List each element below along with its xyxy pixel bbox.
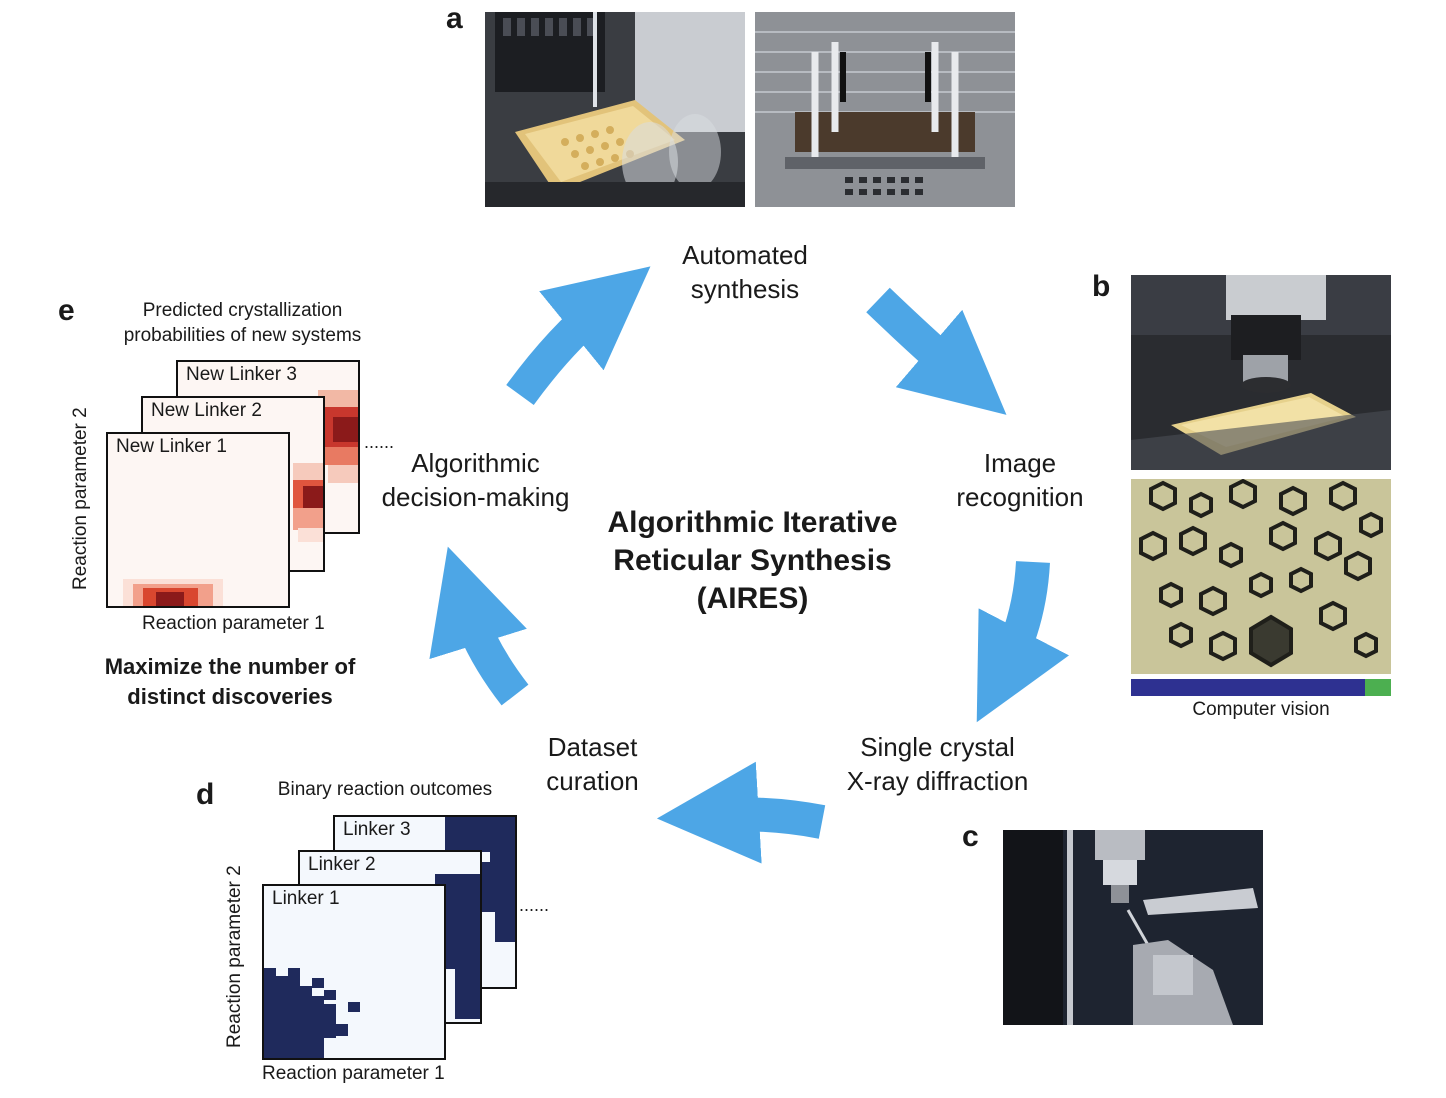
step-label-line: synthesis	[690, 274, 800, 304]
microscope-photo	[1131, 275, 1391, 470]
step-label-line: recognition	[956, 482, 1084, 512]
computer-vision-caption: Computer vision	[1192, 699, 1330, 720]
panel-e-ylabel: Reaction parameter 2	[70, 407, 91, 590]
panel-d-ylabel: Reaction parameter 2	[224, 865, 245, 1048]
panel-e-ellipsis: ......	[364, 432, 395, 452]
linker-2-outcome-cells	[435, 874, 480, 1019]
step-label-line: Image	[983, 448, 1057, 478]
linker-3-label: Linker 3	[343, 819, 411, 840]
step-label-line: Dataset	[547, 732, 638, 762]
panel-e-objective-note: Maximize the number of distinct discover…	[70, 652, 390, 712]
new-linker-2-label: New Linker 2	[151, 400, 262, 421]
crystal-micrograph	[1131, 479, 1391, 674]
arrow-recognition-to-scxrd	[976, 560, 1070, 723]
oven-clamp-photo	[755, 12, 1015, 207]
panel-letter-d: d	[196, 778, 215, 811]
new-linker-1-heatmap	[123, 579, 223, 606]
panel-e-xlabel: Reaction parameter 1	[142, 613, 325, 634]
panel-e-title-line: probabilities of new systems	[123, 325, 362, 346]
step-image-recognition: Image recognition	[935, 446, 1105, 514]
center-title-line: Reticular Synthesis	[613, 544, 892, 577]
objective-note-line: Maximize the number of	[104, 654, 356, 679]
diffractometer-photo	[1003, 830, 1263, 1025]
step-algorithmic-decision-making: Algorithmic decision-making	[368, 446, 583, 514]
linker-1-label: Linker 1	[272, 888, 340, 909]
arrow-decision-to-synthesis	[506, 266, 651, 406]
center-title-line: Algorithmic Iterative	[607, 506, 898, 539]
objective-note-line: distinct discoveries	[127, 684, 333, 709]
step-label-line: decision-making	[381, 482, 570, 512]
step-single-crystal-xrd: Single crystal X-ray diffraction	[825, 730, 1050, 798]
new-linker-3-heatmap	[318, 390, 358, 483]
panel-letter-e: e	[58, 294, 75, 327]
new-linker-1-grid: New Linker 1	[106, 432, 290, 608]
arrow-scxrd-to-curation	[656, 761, 826, 864]
linker-1-grid: Linker 1	[262, 884, 446, 1060]
panel-d-ellipsis: ......	[519, 895, 550, 915]
new-linker-1-label: New Linker 1	[116, 436, 227, 457]
panel-letter-b: b	[1092, 270, 1111, 303]
step-label-line: Algorithmic	[411, 448, 540, 478]
panel-d-xlabel: Reaction parameter 1	[262, 1063, 445, 1084]
panel-e-title: Predicted crystallization probabilities …	[100, 298, 385, 348]
panel-letter-a: a	[446, 2, 463, 35]
step-automated-synthesis: Automated synthesis	[640, 238, 850, 306]
center-title-line: (AIRES)	[696, 582, 809, 615]
pipetting-robot-photo	[485, 12, 745, 207]
linker-2-label: Linker 2	[308, 854, 376, 875]
computer-vision-bar	[1131, 679, 1391, 696]
step-label-line: curation	[546, 766, 639, 796]
arrow-curation-to-decision	[429, 546, 529, 706]
step-label-line: Single crystal	[860, 732, 1015, 762]
arrow-synthesis-to-recognition	[866, 287, 1007, 415]
panel-e-title-line: Predicted crystallization	[142, 300, 343, 321]
step-label-line: X-ray diffraction	[846, 766, 1029, 796]
step-dataset-curation: Dataset curation	[525, 730, 660, 798]
computer-vision-bar-accent	[1365, 679, 1391, 696]
aires-center-title: Algorithmic Iterative Reticular Synthesi…	[570, 504, 935, 618]
panel-letter-c: c	[962, 820, 979, 853]
new-linker-2-heatmap	[293, 463, 323, 542]
new-linker-3-label: New Linker 3	[186, 364, 297, 385]
step-label-line: Automated	[682, 240, 808, 270]
linker-1-outcome-cells	[264, 968, 360, 1058]
panel-d-title: Binary reaction outcomes	[277, 779, 493, 800]
